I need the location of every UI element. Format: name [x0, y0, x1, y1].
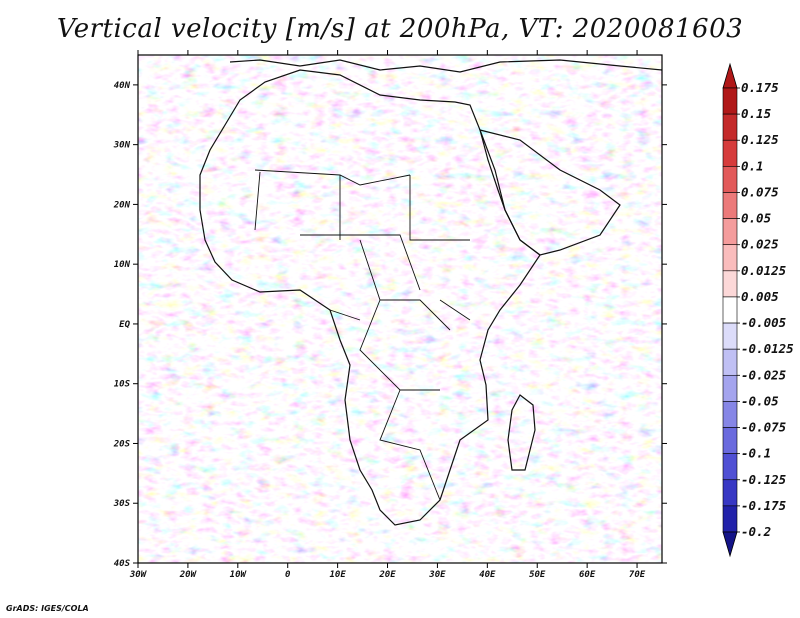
- lat-label: 30N: [113, 141, 131, 151]
- colorbar-label: -0.1: [741, 446, 771, 461]
- colorbar-label: 0.125: [741, 132, 779, 147]
- lon-label: 50E: [529, 570, 546, 580]
- colorbar-segment: [722, 270, 738, 298]
- map-panel: [137, 54, 663, 564]
- colorbar-segment: [722, 244, 738, 272]
- colorbar-label: -0.005: [741, 315, 787, 330]
- colorbar: 0.175 0.15 0.125 0.1 0.075 0.05 0.025 0.0125 0.0…: [722, 62, 794, 558]
- colorbar-label: -0.05: [741, 393, 779, 408]
- colorbar-segment: [722, 139, 738, 167]
- colorbar-label: 0.1: [741, 158, 764, 173]
- lat-label: 30S: [113, 499, 131, 509]
- lon-label: 70E: [629, 570, 646, 580]
- lon-label: 0: [285, 570, 291, 580]
- colorbar-label: 0.005: [741, 289, 779, 304]
- lat-label: 10N: [114, 260, 131, 270]
- colorbar-segment: [722, 374, 738, 402]
- country-borders: [254, 169, 471, 501]
- colorbar-label: 0.0125: [741, 263, 787, 278]
- arabia: [479, 129, 621, 256]
- lon-label: 10W: [230, 570, 248, 580]
- colorbar-segment: [722, 453, 738, 481]
- colorbar-label: 0.175: [741, 80, 779, 95]
- colorbar-segment: [722, 113, 738, 141]
- velocity-field: [138, 55, 662, 563]
- lon-label: 40E: [479, 570, 496, 580]
- lon-label: 30W: [129, 570, 148, 580]
- chart-title: Vertical velocity [m/s] at 200hPa, VT: 2…: [56, 14, 744, 44]
- coastlines: [199, 59, 662, 526]
- lat-label: EQ: [119, 320, 130, 330]
- lon-label: 20W: [179, 570, 198, 580]
- colorbar-bottom-arrow: [722, 531, 738, 558]
- lon-label: 30E: [428, 570, 446, 580]
- colorbar-label: -0.075: [741, 420, 787, 435]
- colorbar-segment: [722, 296, 738, 324]
- colorbar-segment: [722, 505, 738, 533]
- colorbar-segment: [722, 166, 738, 193]
- colorbar-label: 0.025: [741, 237, 779, 252]
- colorbar-segment: [722, 218, 738, 246]
- lat-label: 20N: [113, 200, 131, 210]
- lon-label: 10E: [329, 570, 346, 580]
- colorbar-label: -0.175: [741, 498, 787, 513]
- lat-label: 40S: [114, 559, 131, 569]
- colorbar-label: -0.025: [741, 367, 787, 382]
- colorbar-label: -0.2: [741, 524, 771, 539]
- colorbar-segment: [722, 322, 738, 350]
- colorbar-segment: [722, 427, 738, 454]
- colorbar-top-arrow: [722, 62, 738, 89]
- lat-label: 40N: [114, 81, 131, 91]
- colorbar-label: 0.075: [741, 184, 779, 199]
- colorbar-segment: [722, 192, 738, 219]
- colorbar-segment: [722, 348, 738, 376]
- europe-coast: [229, 59, 662, 73]
- grads-credit: GrADS: IGES/COLA: [6, 604, 89, 613]
- colorbar-label: 0.05: [741, 211, 772, 226]
- colorbar-segment: [722, 479, 738, 507]
- colorbar-label: -0.0125: [741, 341, 794, 356]
- colorbar-label: -0.125: [741, 472, 787, 487]
- madagascar: [507, 394, 536, 471]
- lon-label: 20E: [378, 570, 396, 580]
- lon-label: 60E: [579, 570, 596, 580]
- lat-label: 20S: [113, 439, 131, 449]
- colorbar-label: 0.15: [741, 106, 772, 121]
- lat-label: 10S: [114, 380, 131, 390]
- map-border: [137, 54, 663, 564]
- colorbar-segment: [722, 87, 738, 115]
- colorbar-segment: [722, 401, 738, 428]
